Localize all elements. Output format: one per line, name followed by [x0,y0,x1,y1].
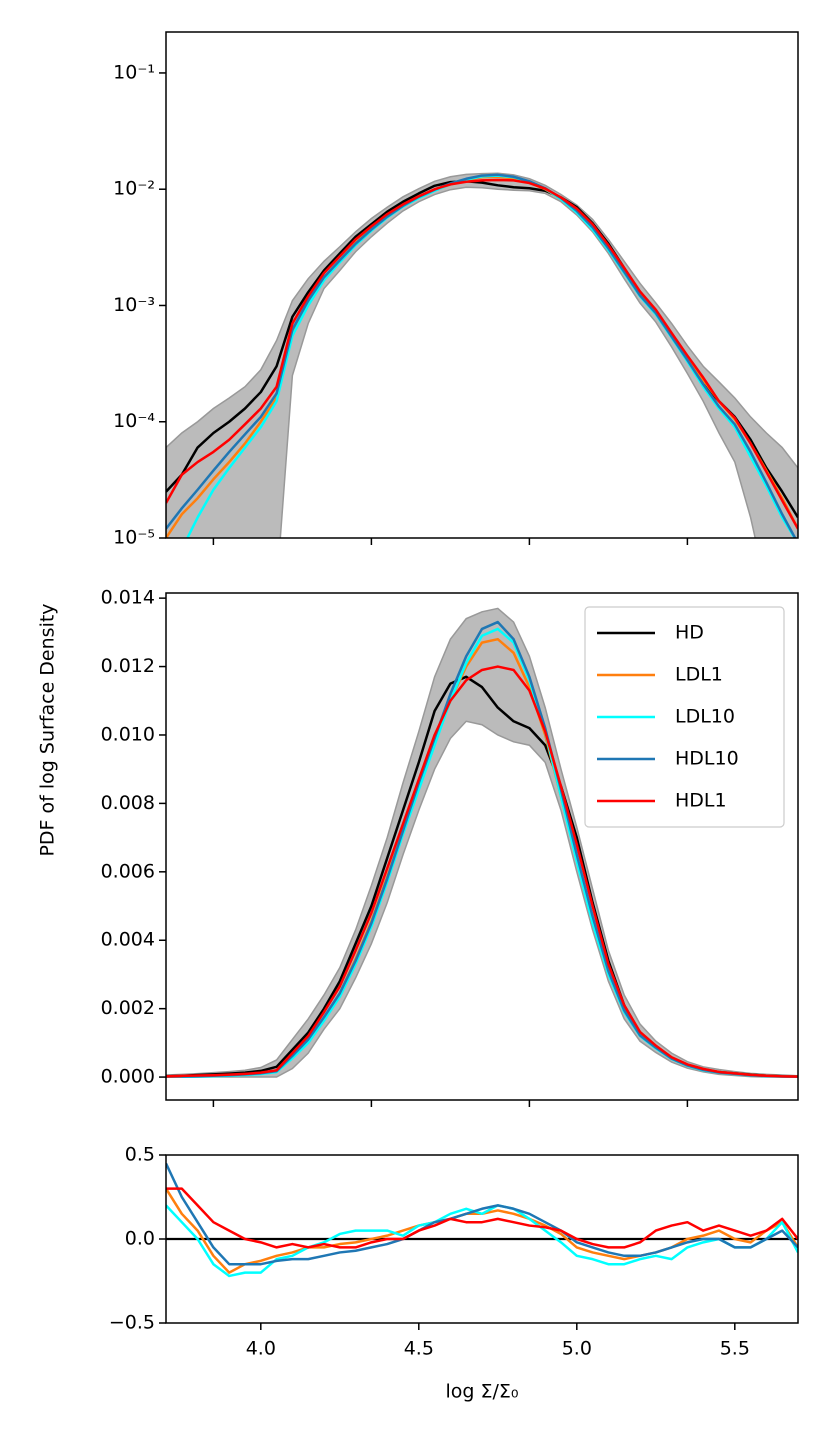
legend-box [584,606,785,828]
y-tick-label: 10⁻⁴ [113,410,155,432]
legend-label: HDL1 [675,790,727,812]
y-tick-label: 10⁻² [113,178,155,200]
y-tick-label: 0.010 [101,723,155,745]
residual-line [166,1162,798,1266]
spread-band [166,607,798,1078]
axes-frame [165,592,799,1101]
spread-band [166,172,798,538]
y-tick-label: 0.0 [125,1228,155,1250]
y-tick-label: 0.5 [125,1144,155,1166]
y-tick-label: 0.012 [101,655,155,677]
y-axis-label: PDF of log Surface Density [37,603,59,856]
x-tick-label: 5.0 [562,1338,592,1360]
axes-frame [165,31,799,539]
y-tick-label: 10⁻¹ [113,61,155,83]
y-tick-label: 0.008 [101,792,155,814]
legend-label: LDL1 [675,664,723,686]
y-tick-label: 10⁻³ [113,294,155,316]
legend-label: LDL10 [675,706,735,728]
plot-area [166,1162,798,1278]
series-line [166,173,797,538]
residual-line [166,1187,798,1249]
legend: HD LDL1 LDL10 HDL10 HDL1 [584,606,785,828]
series-line [166,178,798,530]
residual-line [166,1204,798,1278]
y-tick-label: −0.5 [109,1312,155,1334]
series-line [166,665,798,1078]
y-tick-label: 10⁻⁵ [113,527,155,549]
y-tick-label: 0.004 [101,929,155,951]
plot-area [166,607,798,1079]
y-tick-label: 0.006 [101,860,155,882]
legend-label: HDL10 [675,748,739,770]
x-tick-label: 5.5 [720,1338,750,1360]
y-tick-label: 0.002 [101,997,155,1019]
plot-area [166,172,798,538]
y-tick-label: 0.014 [101,587,155,609]
x-tick-label: 4.0 [246,1338,276,1360]
y-tick-label: 0.000 [101,1066,155,1088]
x-axis-label: log Σ/Σ₀ [445,1381,518,1403]
legend-label: HD [675,622,704,644]
x-tick-label: 4.5 [404,1338,434,1360]
